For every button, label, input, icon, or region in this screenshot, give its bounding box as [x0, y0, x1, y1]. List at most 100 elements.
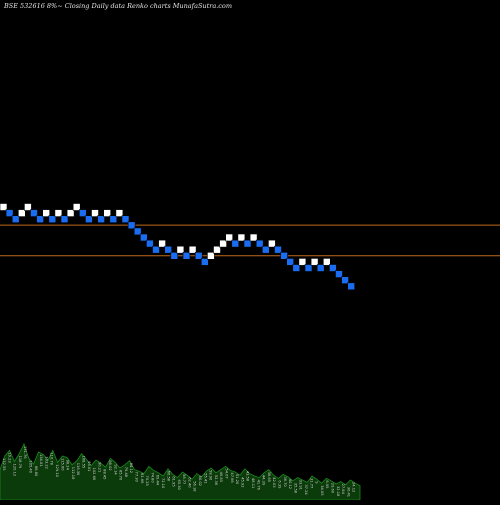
renko-brick-down [261, 245, 270, 254]
volume-label: 92.14 [113, 464, 117, 475]
volume-label: 58.77 [182, 474, 186, 484]
volume-label: 36.70 [283, 476, 287, 487]
renko-brick-up [249, 233, 258, 242]
volume-label: 62.40 [187, 477, 191, 488]
renko-brick-down [97, 215, 105, 223]
volume-label: 65.30 [177, 480, 181, 491]
volume-label: 105.40 [29, 460, 33, 473]
renko-brick-down [329, 264, 337, 272]
volume-label: 32.18 [336, 486, 340, 497]
volume-label: 45.92 [240, 477, 244, 487]
renko-brick-up [237, 233, 246, 242]
volume-label: 52.36 [214, 475, 218, 486]
volume-label: 27.84 [341, 484, 345, 495]
renko-brick-up [322, 258, 331, 266]
volume-label: 131.76 [23, 446, 27, 459]
volume-label: 42.03 [272, 477, 276, 487]
renko-brick-down [152, 245, 160, 254]
renko-brick-up [17, 209, 26, 217]
renko-brick-down [127, 221, 136, 230]
renko-brick-down [231, 239, 240, 248]
volume-label: 49.83 [219, 472, 223, 482]
renko-brick-up [219, 239, 227, 248]
renko-brick-up [158, 239, 166, 248]
renko-brick-down [48, 215, 57, 223]
volume-label: 77.30 [135, 472, 139, 483]
renko-brick-up [188, 245, 197, 254]
renko-brick-down [109, 215, 118, 223]
volume-label: 70.25 [145, 476, 149, 486]
renko-brick-down [341, 276, 349, 285]
renko-brick-down [286, 258, 295, 266]
volume-label: 103.22 [44, 456, 48, 469]
volume-label: 90.21 [97, 462, 101, 472]
renko-brick-down [5, 209, 14, 217]
renko-brick-up [115, 209, 124, 217]
volume-label: 134.01 [39, 454, 43, 467]
renko-bricks [0, 203, 356, 291]
renko-brick-down [316, 264, 325, 272]
volume-label: 30.41 [346, 487, 350, 497]
volume-label: 108.55 [82, 456, 86, 469]
renko-brick-up [298, 258, 307, 266]
renko-brick-down [146, 239, 154, 248]
volume-label: 47.66 [230, 472, 234, 483]
volume-series [0, 442, 361, 501]
renko-brick-down [60, 215, 69, 223]
renko-brick-down [79, 209, 87, 217]
renko-brick-down [140, 233, 148, 242]
volume-label: 33.91 [299, 480, 303, 490]
volume-label: 6.39 [278, 480, 282, 489]
renko-brick-down [164, 245, 172, 254]
renko-brick-up [268, 239, 276, 248]
renko-brick-down [36, 215, 44, 223]
chart-title: BSE 532616 8%~ Closing Daily data Renko … [4, 2, 232, 10]
volume-label: 34.05 [320, 485, 324, 495]
volume-label: 98.24 [66, 460, 70, 471]
renko-brick-down [11, 215, 20, 223]
renko-brick-up [176, 245, 185, 254]
renko-brick-up [54, 209, 63, 217]
volume-label: 54.07 [225, 468, 229, 478]
volume-label: 69.44 [156, 475, 160, 486]
volume-label: 88.80 [34, 466, 38, 477]
volume-label: 56.18 [193, 481, 197, 492]
volume-label: 85.70 [119, 470, 123, 481]
volume-label: 48.11 [251, 478, 255, 488]
renko-brick-up [213, 245, 221, 254]
volume-label: 115.60 [60, 458, 64, 471]
volume-area [0, 442, 361, 501]
volume-label: 112.18 [71, 467, 75, 480]
renko-brick-up [42, 209, 51, 217]
renko-brick-up [103, 209, 111, 217]
volume-label: 118.79 [18, 456, 22, 469]
volume-label: 116.30 [76, 463, 80, 476]
volume-label: 37.24 [304, 484, 308, 495]
renko-brick-down [304, 264, 313, 272]
renko-brick-up [91, 209, 99, 217]
volume-label: 110.78 [50, 452, 54, 465]
renko-brick-up [207, 252, 215, 260]
volume-label: 99.01 [87, 461, 91, 471]
volume-label: 35.58 [293, 483, 297, 494]
renko-brick-down [347, 282, 356, 291]
renko-brick-down [121, 215, 130, 223]
volume-label: 41.76 [256, 480, 260, 491]
renko-brick-down [30, 209, 38, 217]
volume-label: 55.41 [203, 473, 207, 483]
volume-label: 88.45 [103, 469, 107, 479]
renko-brick-down [182, 252, 191, 260]
renko-brick-up [225, 233, 233, 242]
volume-label: 102.66 [92, 468, 96, 481]
reference-lines [0, 224, 500, 257]
volume-label: 61.95 [172, 476, 176, 486]
volume-label: 132.55 [2, 458, 6, 471]
renko-brick-down [194, 252, 203, 260]
renko-brick-up [0, 203, 8, 211]
renko-brick-down [274, 245, 282, 254]
renko-brick-up [310, 258, 319, 266]
volume-label: 120.12 [13, 464, 17, 477]
volume-label: 86.02 [108, 460, 112, 470]
